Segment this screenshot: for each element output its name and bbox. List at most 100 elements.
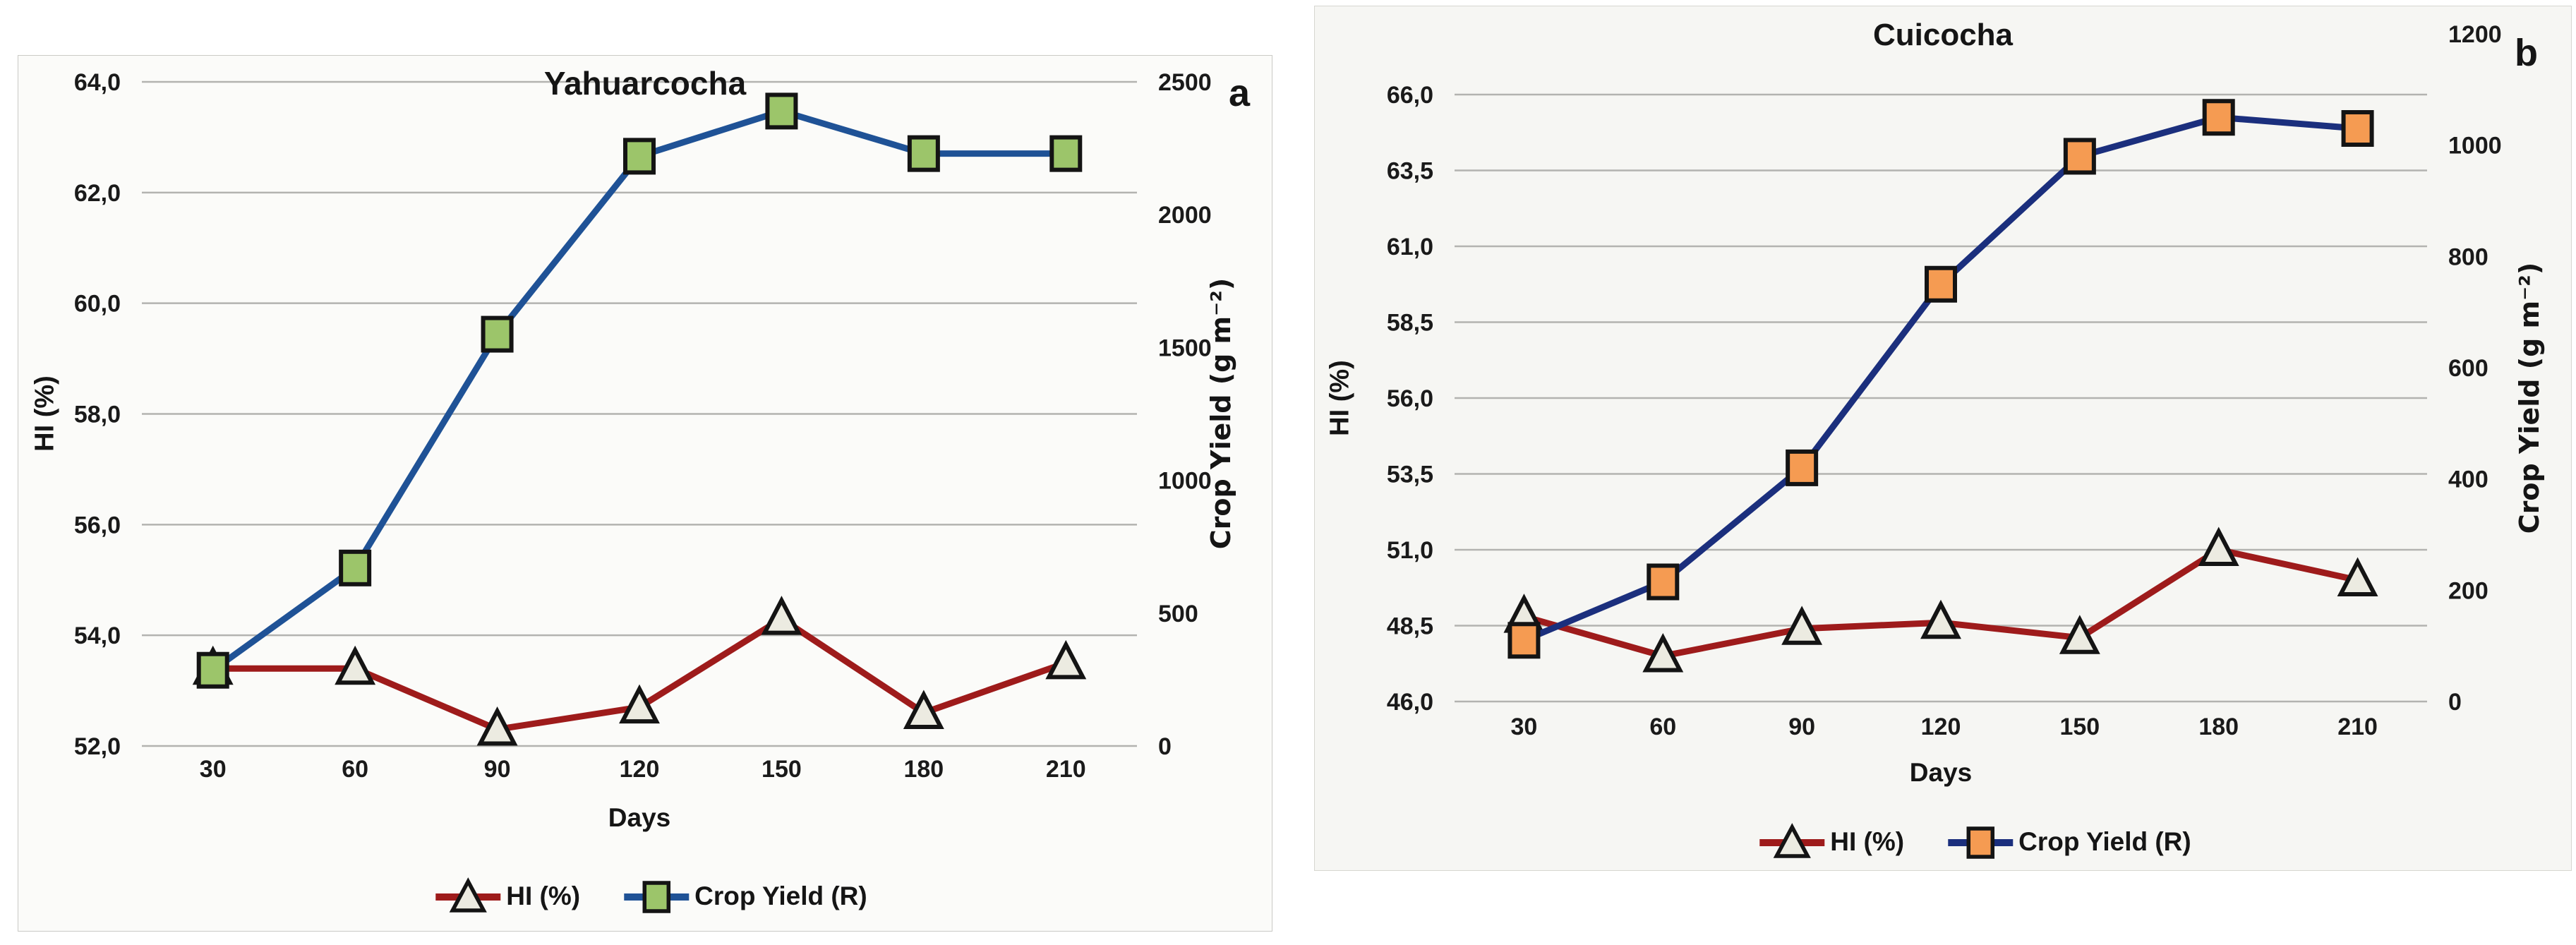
right-axis-tick-label: 400 xyxy=(2448,467,2488,493)
legend-square-marker xyxy=(642,881,670,913)
square-marker xyxy=(339,549,372,586)
legend-triangle-marker xyxy=(1773,823,1811,858)
right-axis-tick-label: 2500 xyxy=(1158,69,1212,96)
right-axis-tick-label: 2000 xyxy=(1158,202,1212,229)
legend-item: HI (%) xyxy=(434,877,581,913)
x-axis-tick-label: 120 xyxy=(1921,714,1961,740)
square-marker xyxy=(196,651,229,689)
left-axis-tick-label: 54,0 xyxy=(74,622,121,649)
x-axis-tick-label: 30 xyxy=(200,756,227,783)
legend-label: HI (%) xyxy=(1830,827,1905,856)
x-axis-tick-label: 180 xyxy=(2198,714,2239,740)
right-axis-tick-label: 0 xyxy=(1158,733,1172,760)
triangle-marker xyxy=(1045,639,1087,680)
series-line-crop-yield xyxy=(210,107,1069,674)
x-axis-title-days: Days xyxy=(608,803,671,832)
x-axis-tick-label: 30 xyxy=(1511,714,1538,740)
triangle-marker xyxy=(2059,615,2100,654)
chart-panel-cuicocha: 66,0 63,5 61,0 58,5 56,0 53,5 51,0 48,5 46,0 1200… xyxy=(1314,6,2572,871)
x-axis-tick-label: 180 xyxy=(903,756,944,783)
legend-label: HI (%) xyxy=(506,881,581,910)
square-marker xyxy=(1647,563,1680,601)
square-marker xyxy=(1925,265,1957,303)
x-axis-tick-label: 150 xyxy=(2059,714,2100,740)
right-axis-title-crop-yield: Crop Yield (g m⁻²) xyxy=(1205,277,1236,550)
legend-yahuarcocha: HI (%) Crop Yield (R) xyxy=(434,877,867,913)
plot-area-cuicocha: 66,063,561,058,556,053,551,048,546,01200… xyxy=(1387,21,2502,740)
right-axis-tick-label: 200 xyxy=(2448,577,2488,604)
square-marker xyxy=(2202,99,2235,136)
left-axis-tick-label: 61,0 xyxy=(1387,234,1433,260)
square-marker xyxy=(1049,135,1083,172)
right-axis-tick-label: 1000 xyxy=(1158,468,1212,495)
left-axis-tick-label: 60,0 xyxy=(74,291,121,318)
x-axis-tick-label: 210 xyxy=(1046,756,1086,783)
x-axis-tick-label: 60 xyxy=(342,756,368,783)
x-axis-tick-label: 210 xyxy=(2337,714,2378,740)
x-axis-title-days: Days xyxy=(1909,758,1973,787)
square-marker xyxy=(765,92,798,130)
left-axis-tick-label: 62,0 xyxy=(74,180,121,207)
right-axis-tick-label: 800 xyxy=(2448,243,2488,270)
left-axis-title-hi: HI (%) xyxy=(1325,360,1355,436)
right-axis-tick-label: 0 xyxy=(2448,689,2462,716)
legend-label: Crop Yield (R) xyxy=(2018,827,2191,856)
triangle-marker xyxy=(2198,526,2239,566)
right-axis-tick-label: 500 xyxy=(1158,601,1198,627)
panel-letter-b: b xyxy=(2515,32,2538,74)
square-marker xyxy=(907,135,940,172)
square-marker xyxy=(2341,110,2374,148)
triangle-marker xyxy=(1781,606,1823,645)
left-axis-tick-label: 46,0 xyxy=(1387,689,1433,716)
left-axis-tick-label: 56,0 xyxy=(1387,385,1433,412)
triangle-marker xyxy=(1920,599,1961,639)
left-axis-tick-label: 66,0 xyxy=(1387,82,1433,109)
legend-item: HI (%) xyxy=(1758,823,1905,859)
legend-cuicocha: HI (%) Crop Yield (R) xyxy=(1758,823,2191,859)
panel-letter-a: a xyxy=(1229,72,1251,114)
x-axis-tick-label: 120 xyxy=(620,756,660,783)
chart-title-yahuarcocha: Yahuarcocha xyxy=(543,65,747,102)
left-axis-tick-label: 51,0 xyxy=(1387,537,1433,564)
left-axis-tick-label: 52,0 xyxy=(74,733,121,760)
legend-square-marker xyxy=(1966,826,1994,859)
x-axis-tick-label: 60 xyxy=(1649,714,1676,740)
legend-swatch-hi xyxy=(435,877,501,913)
chart-title-cuicocha: Cuicocha xyxy=(1872,18,2014,52)
left-axis-tick-label: 58,5 xyxy=(1387,310,1433,337)
square-marker xyxy=(481,315,514,353)
right-axis-tick-label: 1000 xyxy=(2448,133,2502,159)
legend-item: Crop Yield (R) xyxy=(1946,825,2191,859)
legend-swatch-crop-yield xyxy=(624,881,690,913)
legend-triangle-marker xyxy=(449,877,487,913)
triangle-marker xyxy=(619,684,660,724)
left-axis-tick-label: 64,0 xyxy=(74,69,121,96)
right-axis-title-crop-yield: Crop Yield (g m⁻²) xyxy=(2514,262,2545,534)
left-axis-tick-label: 53,5 xyxy=(1387,462,1433,488)
triangle-marker xyxy=(761,596,802,635)
square-marker xyxy=(1786,449,1819,486)
left-axis-title-hi: HI (%) xyxy=(30,375,60,452)
left-axis-tick-label: 56,0 xyxy=(74,512,121,538)
x-axis-tick-label: 90 xyxy=(1788,714,1815,740)
left-axis-tick-label: 48,5 xyxy=(1387,613,1433,640)
triangle-marker xyxy=(335,645,376,685)
legend-swatch-crop-yield xyxy=(1948,826,2014,859)
triangle-marker xyxy=(903,690,944,729)
triangle-marker xyxy=(476,706,518,746)
legend-item: Crop Yield (R) xyxy=(622,879,867,913)
triangle-marker xyxy=(2337,557,2378,596)
legend-label: Crop Yield (R) xyxy=(694,881,867,910)
plot-area-yahuarcocha: 64,062,060,058,056,054,052,0250020001500… xyxy=(74,69,1212,783)
right-axis-tick-label: 600 xyxy=(2448,355,2488,382)
x-axis-tick-label: 90 xyxy=(484,756,511,783)
triangle-marker xyxy=(1642,633,1684,673)
chart-panel-yahuarcocha: 64,0 62,0 60,0 58,0 56,0 54,0 52,0 2500 2000 1500… xyxy=(18,55,1272,932)
x-axis-tick-label: 150 xyxy=(762,756,802,783)
right-axis-tick-label: 1500 xyxy=(1158,335,1212,361)
left-axis-tick-label: 63,5 xyxy=(1387,158,1433,185)
square-marker xyxy=(1507,622,1541,659)
right-axis-tick-label: 1200 xyxy=(2448,21,2502,48)
square-marker xyxy=(2063,138,2096,175)
